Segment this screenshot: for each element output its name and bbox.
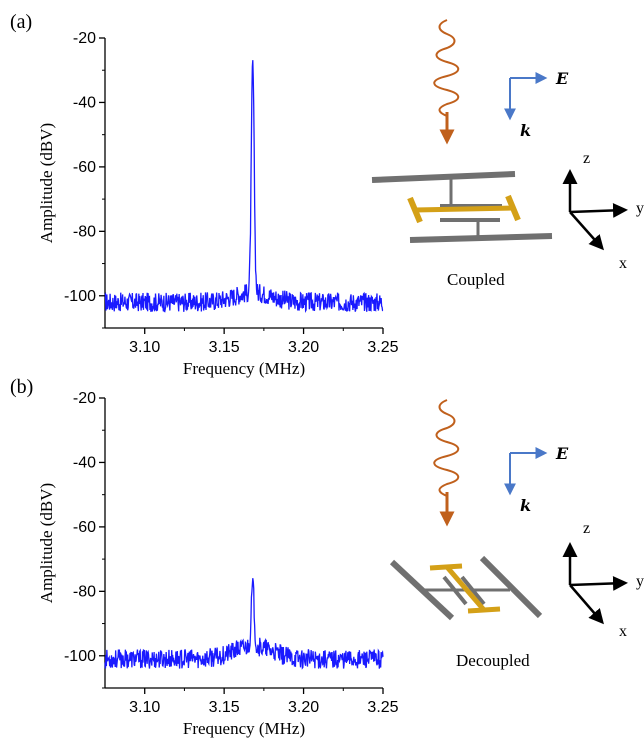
panel-a: (a) -20 -40 -60 -80 -100 3.10 3.15 3.20 3.25 Freq… <box>10 11 644 378</box>
spectrum-plot-b: -20 -40 -60 -80 -100 3.10 3.15 3.20 3.25 Frequenc… <box>37 390 399 738</box>
illustration-a: E k Coupled z y x <box>371 19 644 289</box>
x-tick-label: 3.25 <box>367 699 398 716</box>
x-tick-label: 3.15 <box>209 339 240 356</box>
illustration-b: E k Decoupled z y x <box>389 399 644 670</box>
resonator-decoupled-icon <box>389 555 543 621</box>
x-tick-label: 3.20 <box>288 339 319 356</box>
axis-x-label-a: x <box>619 255 627 272</box>
y-tick-label: -80 <box>73 583 96 600</box>
axis-z-label-b: z <box>583 520 590 537</box>
x-tick-label: 3.10 <box>129 339 160 356</box>
spectrum-plot-a: -20 -40 -60 -80 -100 3.10 3.15 3.20 3.25 Frequenc… <box>37 30 399 378</box>
y-tick-label: -80 <box>73 223 96 240</box>
e-vector-label-a: E <box>555 69 569 88</box>
axis-x-label-b: x <box>619 623 627 640</box>
panel-b: (b) -20 -40 -60 -80 -100 3.10 3.15 3.20 3.25 Freq… <box>10 376 644 738</box>
spectrum-series-line <box>104 60 384 313</box>
x-tick-label: 3.15 <box>209 699 240 716</box>
y-tick-label: -40 <box>73 94 96 111</box>
e-vector-label-b: E <box>555 444 569 463</box>
caption-decoupled: Decoupled <box>456 651 530 670</box>
y-tick-label: -100 <box>64 648 96 665</box>
caption-coupled: Coupled <box>447 270 505 289</box>
panel-label-b: (b) <box>10 376 33 398</box>
y-tick-label: -20 <box>73 30 96 47</box>
axis-y-label-a: y <box>636 200 644 217</box>
x-tick-label: 3.10 <box>129 699 160 716</box>
x-axis-title: Frequency (MHz) <box>183 359 305 378</box>
spectrum-series-line <box>104 578 384 670</box>
y-tick-label: -60 <box>73 519 96 536</box>
y-tick-label: -60 <box>73 159 96 176</box>
coordinate-axes-b: z y x <box>562 520 644 640</box>
x-axis-title: Frequency (MHz) <box>183 719 305 738</box>
axis-z-label-a: z <box>583 150 590 167</box>
y-axis-title: Amplitude (dBV) <box>37 483 56 603</box>
wave-icon-b <box>433 399 460 497</box>
resonator-coupled-icon <box>371 171 553 243</box>
x-tick-label: 3.20 <box>288 699 319 716</box>
y-tick-label: -40 <box>73 454 96 471</box>
y-tick-label: -100 <box>64 288 96 305</box>
wave-icon-a <box>433 19 460 117</box>
k-vector-label-b: k <box>520 496 531 515</box>
y-axis-title: Amplitude (dBV) <box>37 123 56 243</box>
axis-y-label-b: y <box>636 573 644 590</box>
x-tick-label: 3.25 <box>367 339 398 356</box>
y-tick-label: -20 <box>73 390 96 407</box>
coordinate-axes-a: z y x <box>562 150 644 272</box>
panel-label-a: (a) <box>10 11 32 33</box>
k-vector-label-a: k <box>520 121 531 140</box>
